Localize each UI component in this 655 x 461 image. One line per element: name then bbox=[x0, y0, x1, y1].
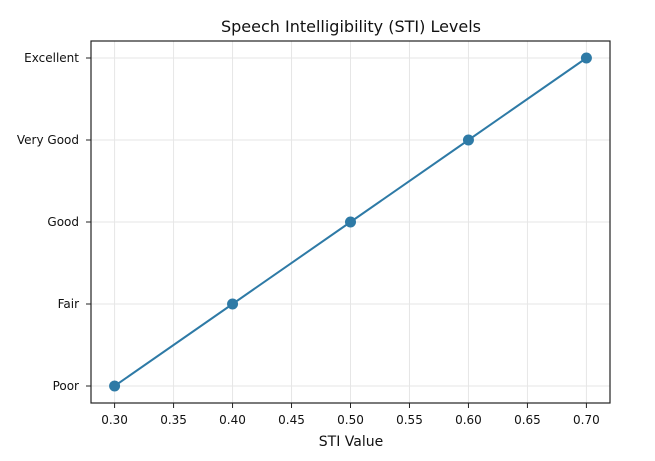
y-tick-label: Excellent bbox=[24, 51, 79, 65]
x-tick-label: 0.65 bbox=[514, 413, 541, 427]
y-tick-label: Poor bbox=[53, 379, 79, 393]
x-tick-label: 0.60 bbox=[455, 413, 482, 427]
y-tick-label: Fair bbox=[58, 297, 79, 311]
x-axis-label: STI Value bbox=[319, 434, 383, 450]
x-tick-label: 0.70 bbox=[573, 413, 600, 427]
y-tick-label: Good bbox=[47, 215, 79, 229]
series-layer bbox=[109, 52, 592, 392]
data-point bbox=[462, 134, 474, 146]
x-tick-label: 0.40 bbox=[219, 413, 246, 427]
x-tick-label: 0.35 bbox=[160, 413, 187, 427]
plot-frame bbox=[90, 40, 611, 404]
x-axis-ticks: 0.30 0.35 0.40 0.45 0.50 0.55 0.60 0.65 0.70 bbox=[101, 403, 600, 427]
x-tick-label: 0.55 bbox=[396, 413, 423, 427]
data-point bbox=[580, 52, 592, 64]
y-tick-label: Very Good bbox=[17, 133, 79, 147]
data-point bbox=[227, 298, 239, 310]
x-tick-label: 0.30 bbox=[101, 413, 128, 427]
x-tick-label: 0.50 bbox=[337, 413, 364, 427]
data-point bbox=[345, 216, 356, 228]
y-axis-ticks: Poor Fair Good Very Good Excellent bbox=[17, 51, 91, 393]
data-point bbox=[109, 380, 121, 392]
chart-title: Speech Intelligibility (STI) Levels bbox=[221, 17, 481, 36]
x-tick-label: 0.45 bbox=[278, 413, 305, 427]
